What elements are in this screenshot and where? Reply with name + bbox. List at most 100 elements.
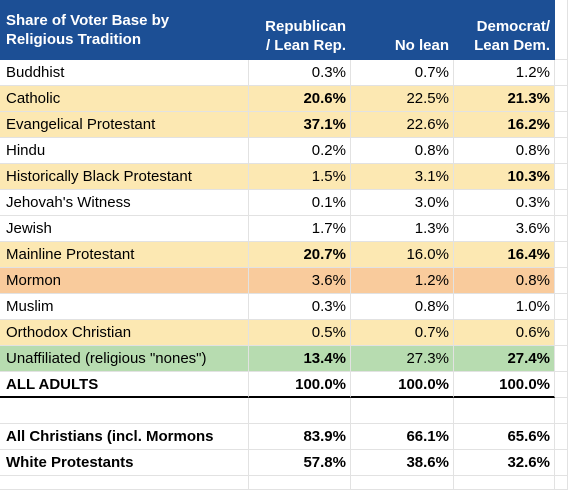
- no-lean-cell[interactable]: 0.8%: [351, 138, 454, 164]
- empty-cell[interactable]: [555, 138, 568, 164]
- table-row-muslim: Muslim 0.3% 0.8% 1.0%: [0, 294, 568, 320]
- empty-cell[interactable]: [555, 450, 568, 476]
- democrat-cell[interactable]: 21.3%: [454, 86, 555, 112]
- header-cell-tradition[interactable]: Share of Voter Base by Religious Traditi…: [0, 0, 249, 60]
- tradition-cell[interactable]: Unaffiliated (religious "nones"): [0, 346, 249, 372]
- empty-cell[interactable]: [555, 294, 568, 320]
- empty-cell[interactable]: [0, 476, 249, 490]
- header-cell-no-lean[interactable]: No lean: [351, 0, 454, 60]
- header-tradition-line-2: Religious Tradition: [6, 30, 142, 48]
- no-lean-cell[interactable]: 1.2%: [351, 268, 454, 294]
- democrat-cell[interactable]: 16.4%: [454, 242, 555, 268]
- header-democrat-line-1: Democrat/: [476, 18, 550, 35]
- no-lean-cell[interactable]: 0.8%: [351, 294, 454, 320]
- empty-cell[interactable]: [555, 164, 568, 190]
- empty-cell[interactable]: [249, 476, 351, 490]
- tradition-cell[interactable]: Orthodox Christian: [0, 320, 249, 346]
- tradition-cell[interactable]: Mainline Protestant: [0, 242, 249, 268]
- tradition-cell[interactable]: Hindu: [0, 138, 249, 164]
- header-cell-republican[interactable]: Republican / Lean Rep.: [249, 0, 351, 60]
- democrat-cell[interactable]: 27.4%: [454, 346, 555, 372]
- empty-cell[interactable]: [555, 242, 568, 268]
- democrat-cell[interactable]: 0.6%: [454, 320, 555, 346]
- democrat-cell[interactable]: 1.0%: [454, 294, 555, 320]
- democrat-cell[interactable]: 0.3%: [454, 190, 555, 216]
- democrat-cell[interactable]: 32.6%: [454, 450, 555, 476]
- republican-cell[interactable]: 0.1%: [249, 190, 351, 216]
- democrat-cell[interactable]: 100.0%: [454, 372, 555, 398]
- democrat-cell[interactable]: 10.3%: [454, 164, 555, 190]
- header-republican-line-1: Republican: [265, 18, 346, 35]
- republican-cell[interactable]: 3.6%: [249, 268, 351, 294]
- democrat-cell[interactable]: 1.2%: [454, 60, 555, 86]
- empty-cell[interactable]: [555, 424, 568, 450]
- republican-cell[interactable]: 20.6%: [249, 86, 351, 112]
- no-lean-cell[interactable]: 3.0%: [351, 190, 454, 216]
- republican-cell[interactable]: 100.0%: [249, 372, 351, 398]
- empty-cell[interactable]: [351, 476, 454, 490]
- democrat-cell[interactable]: 65.6%: [454, 424, 555, 450]
- empty-cell[interactable]: [555, 476, 568, 490]
- table-row-historically-black-protestant: Historically Black Protestant 1.5% 3.1% …: [0, 164, 568, 190]
- empty-cell[interactable]: [555, 112, 568, 138]
- republican-cell[interactable]: 1.7%: [249, 216, 351, 242]
- no-lean-cell[interactable]: 27.3%: [351, 346, 454, 372]
- no-lean-cell[interactable]: 100.0%: [351, 372, 454, 398]
- tradition-cell[interactable]: White Protestants: [0, 450, 249, 476]
- empty-cell[interactable]: [555, 372, 568, 398]
- republican-cell[interactable]: 57.8%: [249, 450, 351, 476]
- no-lean-cell[interactable]: 22.6%: [351, 112, 454, 138]
- empty-cell[interactable]: [555, 268, 568, 294]
- republican-cell[interactable]: 0.3%: [249, 60, 351, 86]
- empty-cell[interactable]: [249, 398, 351, 424]
- empty-cell[interactable]: [555, 60, 568, 86]
- tradition-cell[interactable]: Muslim: [0, 294, 249, 320]
- republican-cell[interactable]: 0.5%: [249, 320, 351, 346]
- empty-cell[interactable]: [351, 398, 454, 424]
- empty-cell[interactable]: [555, 86, 568, 112]
- header-cell-democrat[interactable]: Democrat/ Lean Dem.: [454, 0, 555, 60]
- no-lean-cell[interactable]: 66.1%: [351, 424, 454, 450]
- empty-cell[interactable]: [454, 476, 555, 490]
- democrat-cell[interactable]: 0.8%: [454, 138, 555, 164]
- no-lean-cell[interactable]: 0.7%: [351, 60, 454, 86]
- republican-cell[interactable]: 37.1%: [249, 112, 351, 138]
- democrat-cell[interactable]: 3.6%: [454, 216, 555, 242]
- empty-cell[interactable]: [555, 190, 568, 216]
- tradition-cell[interactable]: All Christians (incl. Mormons: [0, 424, 249, 450]
- no-lean-cell[interactable]: 0.7%: [351, 320, 454, 346]
- tradition-cell[interactable]: Historically Black Protestant: [0, 164, 249, 190]
- democrat-cell[interactable]: 16.2%: [454, 112, 555, 138]
- no-lean-cell[interactable]: 1.3%: [351, 216, 454, 242]
- tradition-cell[interactable]: ALL ADULTS: [0, 372, 249, 398]
- republican-cell[interactable]: 13.4%: [249, 346, 351, 372]
- empty-cell[interactable]: [555, 320, 568, 346]
- republican-cell[interactable]: 83.9%: [249, 424, 351, 450]
- empty-cell[interactable]: [555, 398, 568, 424]
- no-lean-cell[interactable]: 3.1%: [351, 164, 454, 190]
- table-row-orthodox-christian: Orthodox Christian 0.5% 0.7% 0.6%: [0, 320, 568, 346]
- header-democrat-line-2: Lean Dem.: [474, 37, 550, 54]
- tradition-cell[interactable]: Buddhist: [0, 60, 249, 86]
- empty-cell[interactable]: [555, 346, 568, 372]
- table-row-empty: [0, 476, 568, 490]
- tradition-cell[interactable]: Evangelical Protestant: [0, 112, 249, 138]
- empty-cell[interactable]: [555, 216, 568, 242]
- democrat-cell[interactable]: 0.8%: [454, 268, 555, 294]
- tradition-cell[interactable]: Jehovah's Witness: [0, 190, 249, 216]
- header-tradition-line-1: Share of Voter Base by: [6, 11, 170, 29]
- no-lean-cell[interactable]: 38.6%: [351, 450, 454, 476]
- tradition-cell[interactable]: Catholic: [0, 86, 249, 112]
- republican-cell[interactable]: 1.5%: [249, 164, 351, 190]
- republican-cell[interactable]: 0.3%: [249, 294, 351, 320]
- no-lean-cell[interactable]: 22.5%: [351, 86, 454, 112]
- tradition-cell[interactable]: Jewish: [0, 216, 249, 242]
- republican-cell[interactable]: 20.7%: [249, 242, 351, 268]
- empty-cell[interactable]: [454, 398, 555, 424]
- empty-cell[interactable]: [555, 0, 568, 60]
- empty-cell[interactable]: [0, 398, 249, 424]
- no-lean-cell[interactable]: 16.0%: [351, 242, 454, 268]
- table-row-white-protestants: White Protestants 57.8% 38.6% 32.6%: [0, 450, 568, 476]
- republican-cell[interactable]: 0.2%: [249, 138, 351, 164]
- tradition-cell[interactable]: Mormon: [0, 268, 249, 294]
